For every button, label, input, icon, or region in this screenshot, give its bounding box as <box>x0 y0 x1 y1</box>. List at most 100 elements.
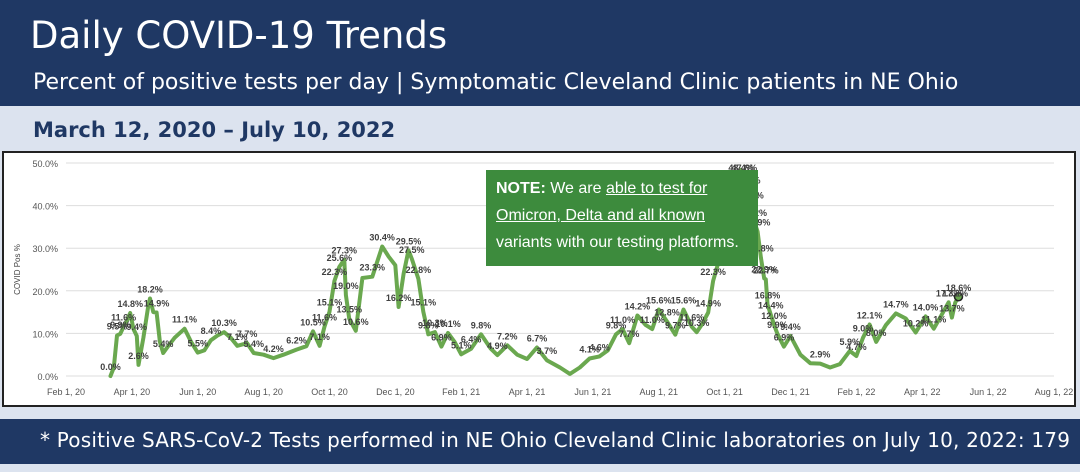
data-label: 9.4% <box>127 322 148 332</box>
x-tick-label: Feb 1, 22 <box>837 387 875 397</box>
data-label: 2.6% <box>128 351 149 361</box>
data-label: 9.4% <box>780 322 801 332</box>
x-tick-label: Dec 1, 21 <box>771 387 810 397</box>
note-text-2: variants with our testing platforms. <box>496 234 739 251</box>
data-label: 48.4% <box>728 163 754 173</box>
data-label: 15.1% <box>317 298 343 308</box>
data-label: 6.7% <box>527 333 548 343</box>
data-label: 9.9% <box>767 320 788 330</box>
note-link-1: able to test for <box>605 180 708 197</box>
x-tick-label: Jun 1, 22 <box>970 387 1007 397</box>
x-tick-label: Oct 1, 20 <box>311 387 348 397</box>
data-label: 6.9% <box>431 333 452 343</box>
data-label: 9.8% <box>418 320 439 330</box>
data-label: 15.1% <box>411 298 437 308</box>
data-label: 6.4% <box>461 335 482 345</box>
data-label: 8.4% <box>201 326 222 336</box>
data-label: 11.6% <box>312 313 337 323</box>
data-label: 6.9% <box>774 333 795 343</box>
y-tick-label: 10.0% <box>32 329 58 339</box>
page-subtitle: Percent of positive tests per day | Symp… <box>33 70 959 95</box>
data-label: 22.9% <box>751 264 777 274</box>
x-tick-label: Apr 1, 20 <box>114 387 151 397</box>
data-label: 4.9% <box>487 341 508 351</box>
data-label: 14.4% <box>758 301 784 311</box>
data-label: 12.8% <box>654 307 680 317</box>
page-title: Daily COVID-19 Trends <box>30 14 448 57</box>
data-label: 10.5% <box>300 317 326 327</box>
data-label: 18.6% <box>946 283 972 293</box>
note-text-1: We are <box>550 180 606 197</box>
data-label: 5.9% <box>840 337 861 347</box>
data-label: 17.3% <box>936 288 962 298</box>
data-label: 16.8% <box>755 290 781 300</box>
data-label: 4.1% <box>579 345 600 355</box>
data-label: 10.2% <box>903 319 929 329</box>
footer-banner: * Positive SARS-CoV-2 Tests performed in… <box>0 419 1080 464</box>
data-label: 2.9% <box>810 350 831 360</box>
data-label: 12.1% <box>857 310 883 320</box>
data-label: 5.1% <box>451 340 472 350</box>
data-label: 14.9% <box>144 299 170 309</box>
data-label: 10.3% <box>422 318 448 328</box>
x-tick-label: Feb 1, 20 <box>47 387 85 397</box>
data-label: 16.2% <box>386 293 412 303</box>
data-label: 6.2% <box>286 336 307 346</box>
data-label: 19.0% <box>333 281 359 291</box>
data-label: 10.3% <box>211 318 237 328</box>
data-label: 22.3% <box>700 267 726 277</box>
x-tick-label: Jun 1, 21 <box>574 387 611 397</box>
data-label: 12.0% <box>761 311 787 321</box>
data-label: 17.2% <box>942 289 968 299</box>
data-label: 13.7% <box>939 304 965 314</box>
y-tick-label: 40.0% <box>32 202 58 212</box>
x-tick-label: Apr 1, 21 <box>509 387 546 397</box>
data-label: 7.1% <box>309 332 330 342</box>
x-tick-label: Apr 1, 22 <box>904 387 941 397</box>
data-label: 11.0% <box>610 315 635 325</box>
data-label: 4.7% <box>846 342 867 352</box>
last-point-marker <box>953 292 964 302</box>
data-label: 23.3% <box>360 263 386 273</box>
data-label: 9.0% <box>853 324 874 334</box>
data-label: 11.6% <box>111 313 136 323</box>
data-label: 7.1% <box>227 332 248 342</box>
data-label: 9.8% <box>471 320 492 330</box>
x-tick-label: Aug 1, 20 <box>244 387 283 397</box>
data-label: 9.5% <box>107 322 128 332</box>
y-tick-label: 50.0% <box>32 159 58 169</box>
x-tick-label: Aug 1, 21 <box>640 387 679 397</box>
date-range: March 12, 2020 – July 10, 2022 <box>33 118 396 142</box>
data-label: 14.8% <box>117 299 143 309</box>
data-label: 0.0% <box>100 362 121 372</box>
data-label: 13.5% <box>336 304 362 314</box>
note-label: NOTE: <box>496 180 546 197</box>
data-label: 9.9% <box>110 320 131 330</box>
series-line <box>108 167 961 378</box>
x-tick-label: Aug 1, 22 <box>1035 387 1074 397</box>
data-label: 14.2% <box>625 302 651 312</box>
data-label: 22.7% <box>753 265 779 275</box>
data-label: 27.3% <box>332 246 358 256</box>
data-label: 22.3% <box>322 267 348 277</box>
data-label: 14.9% <box>695 299 721 309</box>
note-box: NOTE: We are able to test for Omicron, D… <box>486 170 758 266</box>
data-label: 14.0% <box>913 302 939 312</box>
data-label: 10.3% <box>684 318 710 328</box>
data-label: 10.1% <box>435 319 461 329</box>
data-label: 29.5% <box>396 236 422 246</box>
data-label: 14.7% <box>883 299 909 309</box>
data-label: 3.7% <box>537 346 558 356</box>
data-label: 5.5% <box>187 339 208 349</box>
data-label: 7.7% <box>619 329 640 339</box>
data-label: 10.6% <box>343 317 369 327</box>
y-tick-label: 30.0% <box>32 244 58 254</box>
note-link-2: Omicron, Delta and all known <box>496 207 705 224</box>
data-label: 11.1% <box>172 315 197 325</box>
x-tick-label: Jun 1, 20 <box>179 387 216 397</box>
data-label: 25.6% <box>327 253 353 263</box>
header-banner: Daily COVID-19 Trends Percent of positiv… <box>0 0 1080 106</box>
x-tick-label: Feb 1, 21 <box>442 387 480 397</box>
footer-text: * Positive SARS-CoV-2 Tests performed in… <box>40 428 1071 452</box>
data-label: 11.6% <box>679 313 704 323</box>
